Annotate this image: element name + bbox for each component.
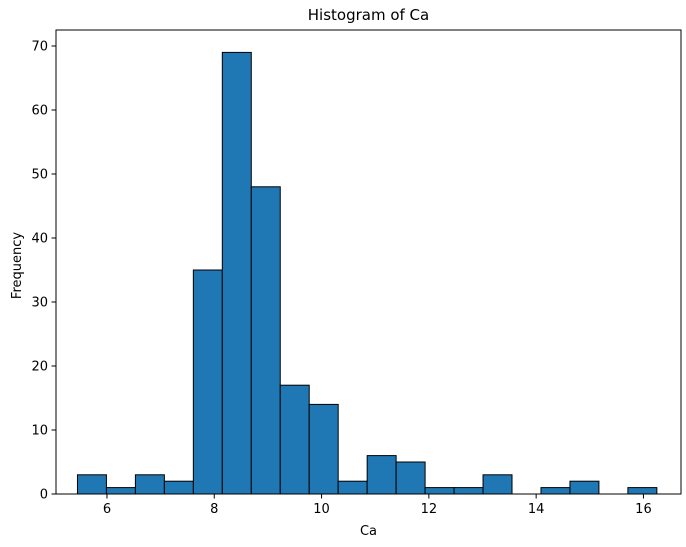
- histogram-bar: [627, 487, 658, 495]
- histogram-bar: [540, 487, 571, 495]
- x-tick-label: 16: [635, 502, 652, 517]
- histogram-bar: [424, 487, 455, 495]
- histogram-bar: [76, 474, 107, 495]
- y-tick-label: 70: [31, 40, 48, 55]
- histogram-bar: [395, 461, 426, 495]
- histogram-bar: [105, 487, 136, 495]
- histogram-bar: [569, 480, 600, 495]
- histogram-bar: [192, 269, 223, 495]
- y-tick-label: 50: [31, 168, 48, 183]
- x-tick-label: 14: [528, 502, 545, 517]
- axes-frame: [55, 29, 682, 495]
- histogram-bar: [482, 474, 513, 495]
- x-tick-label: 8: [210, 502, 218, 517]
- chart-title: Histogram of Ca: [308, 6, 429, 24]
- plot-area: 6 8 10 12 14 16 0 10 20 30 40 50 60 70: [31, 29, 682, 517]
- y-tick-label: 60: [31, 104, 48, 119]
- histogram-bar: [163, 480, 194, 495]
- histogram-bar: [134, 474, 165, 495]
- x-tick-label: 10: [313, 502, 330, 517]
- histogram-bar: [221, 51, 252, 495]
- y-tick-label: 10: [31, 424, 48, 439]
- y-axis-label: Frequency: [10, 232, 25, 299]
- histogram-bar: [250, 186, 281, 495]
- histogram-bar: [366, 455, 397, 495]
- x-tick-label: 6: [103, 502, 111, 517]
- x-tick-label: 12: [421, 502, 438, 517]
- histogram-bar: [337, 480, 368, 495]
- x-axis-label: Ca: [360, 524, 377, 539]
- histogram-bar: [279, 384, 310, 495]
- y-tick-label: 0: [40, 488, 48, 503]
- y-tick-label: 30: [31, 296, 48, 311]
- histogram-bar: [308, 403, 339, 495]
- y-tick-label: 40: [31, 232, 48, 247]
- y-tick-label: 20: [31, 360, 48, 375]
- histogram-bar: [453, 487, 484, 495]
